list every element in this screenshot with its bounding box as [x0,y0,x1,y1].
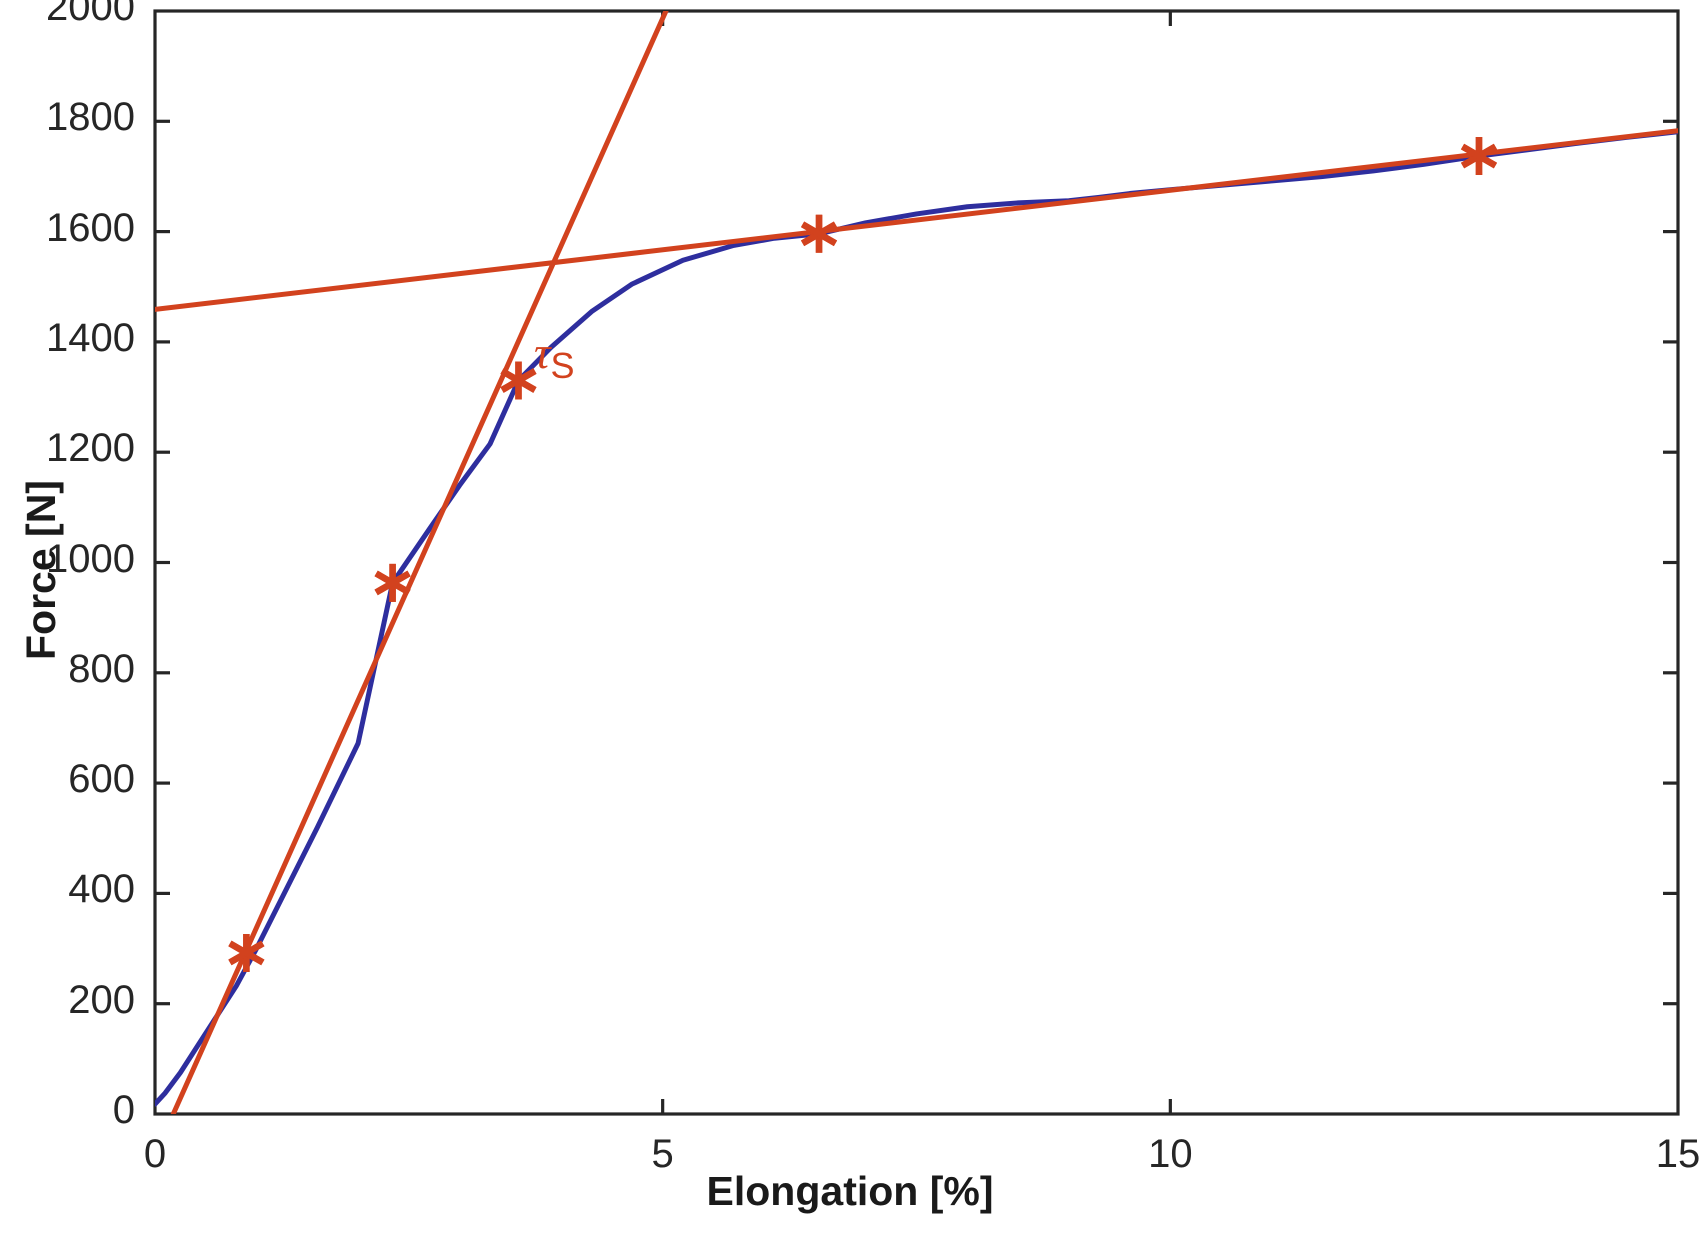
axis-ticks [155,11,1678,1114]
y-tick-label: 400 [68,867,135,912]
tau-s-annotation: τS [534,326,574,387]
y-tick-label: 200 [68,977,135,1022]
axes-frame [153,9,1680,1116]
x-tick-label: 15 [1655,1132,1700,1176]
x-tick-label: 10 [1148,1132,1193,1176]
y-tick-label: 0 [112,1088,135,1132]
y-tick-label: 1200 [46,426,135,471]
y-tick-label: 800 [68,646,135,691]
y-tick-label: 1800 [46,95,135,140]
tau-subscript: S [550,345,575,387]
y-tick-label: 1600 [46,205,135,250]
x-tick-label: 5 [651,1132,674,1176]
tau-symbol: τ [534,327,551,378]
y-tick-label: 1000 [46,536,135,581]
y-tick-label: 1400 [46,315,135,360]
x-axis-title: Elongation [%] [706,1168,994,1214]
y-tick-label: 600 [68,757,135,802]
data-markers [228,137,1498,972]
x-tick-label: 0 [143,1132,167,1176]
data-series [155,11,1678,1114]
y-tick-label: 2000 [46,0,135,29]
y-axis-title: Force [N] [18,480,64,660]
